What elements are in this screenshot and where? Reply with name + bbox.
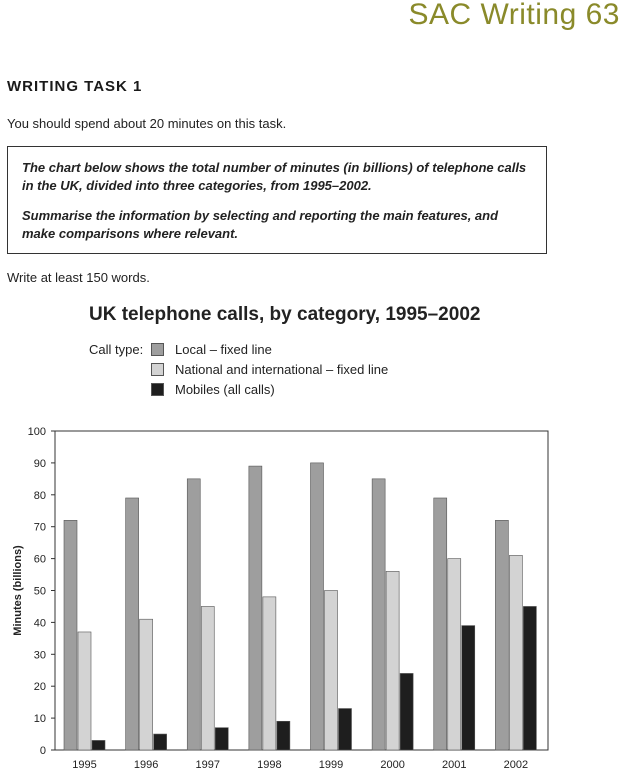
bar-national-and-international-fixed-line-1996 bbox=[139, 618, 153, 751]
bar-mobiles-all-calls-2000 bbox=[399, 673, 414, 751]
legend-label: Call type: bbox=[89, 342, 144, 357]
bar-national-and-international-fixed-line-2001 bbox=[447, 558, 462, 751]
legend-swatch-local bbox=[151, 343, 164, 356]
legend-text-local: Local – fixed line bbox=[175, 342, 272, 357]
x-tick-label: 1997 bbox=[196, 759, 220, 771]
bar-mobiles-all-calls-2002 bbox=[523, 606, 537, 751]
legend-swatch-mobiles bbox=[151, 383, 164, 396]
x-tick-label: 1999 bbox=[319, 759, 343, 771]
y-tick-label: 90 bbox=[34, 458, 46, 470]
x-tick-label: 2000 bbox=[380, 759, 404, 771]
legend-text-mobiles: Mobiles (all calls) bbox=[175, 382, 275, 397]
y-tick-label: 10 bbox=[34, 713, 46, 725]
bar-national-and-international-fixed-line-2000 bbox=[385, 571, 400, 751]
word-count-instruction: Write at least 150 words. bbox=[7, 270, 150, 285]
bar-chart: 0 10 20 30 40 50 60 70 80 90 100 Minutes (billions)… bbox=[12, 426, 549, 771]
y-tick-label: 20 bbox=[34, 681, 46, 693]
y-tick-label: 50 bbox=[34, 586, 46, 598]
y-tick-label: 100 bbox=[28, 426, 46, 438]
x-tick-label: 1996 bbox=[134, 759, 158, 771]
legend-text-national: National and international – fixed line bbox=[175, 362, 389, 377]
bar-mobiles-all-calls-1998 bbox=[276, 720, 291, 751]
bar-local-fixed-line-1999 bbox=[310, 462, 324, 751]
x-tick-label: 1998 bbox=[257, 759, 281, 771]
y-tick-label: 40 bbox=[34, 617, 46, 629]
bar-local-fixed-line-1995 bbox=[63, 520, 78, 751]
bar-local-fixed-line-1997 bbox=[186, 478, 201, 751]
bar-national-and-international-fixed-line-1999 bbox=[324, 590, 338, 751]
bar-national-and-international-fixed-line-1995 bbox=[77, 631, 92, 751]
bar-mobiles-all-calls-1999 bbox=[338, 708, 352, 751]
y-axis-label: Minutes (billions) bbox=[12, 545, 24, 636]
bar-local-fixed-line-2002 bbox=[495, 520, 509, 751]
page-header-title: SAC Writing 63 bbox=[408, 0, 620, 31]
y-tick-label: 0 bbox=[40, 745, 46, 757]
bar-local-fixed-line-1996 bbox=[125, 497, 139, 751]
bar-national-and-international-fixed-line-1998 bbox=[262, 596, 277, 751]
task-prompt-box: The chart below shows the total number o… bbox=[7, 146, 547, 254]
bar-local-fixed-line-1998 bbox=[248, 465, 263, 751]
task-heading: WRITING TASK 1 bbox=[7, 78, 143, 95]
bar-mobiles-all-calls-1995 bbox=[91, 740, 106, 751]
y-tick-label: 30 bbox=[34, 649, 46, 661]
prompt-instruction: Summarise the information by selecting a… bbox=[22, 208, 499, 241]
time-instruction: You should spend about 20 minutes on thi… bbox=[7, 116, 287, 131]
y-tick-label: 70 bbox=[34, 522, 46, 534]
x-tick-label: 2001 bbox=[442, 759, 466, 771]
bar-national-and-international-fixed-line-1997 bbox=[200, 606, 215, 751]
bar-local-fixed-line-2001 bbox=[433, 497, 448, 751]
x-tick-label: 2002 bbox=[504, 759, 528, 771]
y-tick-label: 80 bbox=[34, 490, 46, 502]
y-tick-label: 60 bbox=[34, 554, 46, 566]
bar-mobiles-all-calls-1997 bbox=[214, 727, 229, 751]
legend-swatch-national bbox=[151, 363, 164, 376]
chart-title: UK telephone calls, by category, 1995–20… bbox=[89, 304, 481, 325]
prompt-description: The chart below shows the total number o… bbox=[22, 160, 527, 193]
bar-mobiles-all-calls-1996 bbox=[153, 733, 167, 751]
bar-national-and-international-fixed-line-2002 bbox=[509, 555, 523, 751]
bar-local-fixed-line-2000 bbox=[371, 478, 386, 751]
bar-mobiles-all-calls-2001 bbox=[461, 625, 476, 751]
x-tick-label: 1995 bbox=[72, 759, 96, 771]
